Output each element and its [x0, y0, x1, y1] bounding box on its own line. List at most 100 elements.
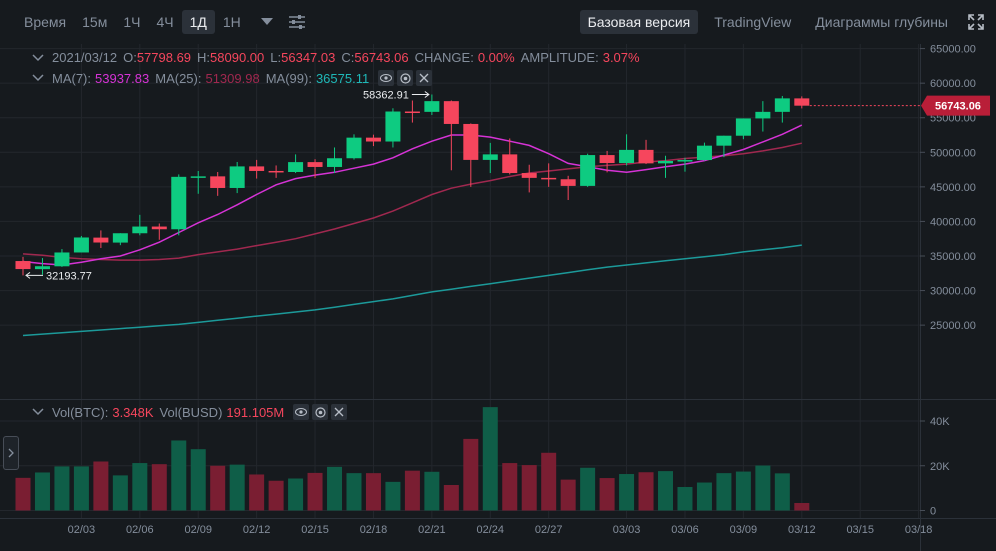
volume-bar: [463, 438, 479, 511]
volume-bar: [327, 466, 343, 511]
time-axis-label: 03/03: [613, 524, 641, 536]
collapse-chevron-icon[interactable]: [32, 74, 46, 82]
more-intervals-chevron-icon[interactable]: [255, 10, 279, 34]
fullscreen-icon[interactable]: [956, 0, 996, 44]
candle-body: [34, 266, 50, 270]
volume-bar: [190, 449, 206, 511]
volume-bar: [268, 480, 284, 511]
time-axis-label: 02/24: [477, 524, 505, 536]
high-marker-label: 58362.91: [363, 89, 409, 101]
volume-bar: [15, 477, 31, 511]
candle-body: [735, 118, 751, 136]
interval-5[interactable]: 1Н: [222, 14, 241, 30]
legend-low-label: L:: [270, 50, 282, 65]
toolbar: Время 15м 1Ч 4Ч 1Д 1Н Базовая версия TradingVi…: [0, 0, 996, 44]
volume-bar: [288, 478, 304, 511]
view-tab-2[interactable]: Диаграммы глубины: [815, 14, 948, 30]
volume-bar: [424, 471, 440, 511]
candle-body: [696, 145, 712, 161]
time-axis-label: 03/06: [671, 524, 699, 536]
candle-body: [112, 233, 128, 243]
legend-amplitude-value: 3.07%: [602, 50, 640, 65]
interval-3[interactable]: 4Ч: [156, 14, 174, 30]
price-axis-label: 65000.00: [930, 44, 976, 56]
volume-legend: Vol(BTC): 3.348K Vol(BUSD) 191.105M: [0, 404, 348, 420]
settings-gear-icon[interactable]: [397, 70, 414, 86]
candle-body: [755, 111, 771, 119]
view-tab-1[interactable]: TradingView: [714, 14, 792, 30]
volume-bar: [502, 463, 518, 511]
expand-panel-tab[interactable]: [3, 436, 19, 470]
volume-bar: [638, 472, 654, 511]
volume-bar: [580, 467, 596, 511]
ma99-label: MA(99):: [265, 70, 312, 86]
low-marker-arrow-icon: [25, 271, 31, 279]
ma-legend: MA(7): 53937.83 MA(25): 51309.98 MA(99): 36…: [0, 70, 433, 86]
volume-bar: [307, 472, 323, 511]
legend-low-value: 56347.03: [281, 50, 336, 65]
price-axis-label: 30000.00: [930, 286, 976, 298]
time-axis-label: 02/06: [126, 524, 154, 536]
candle-body: [404, 111, 420, 114]
interval-0[interactable]: Время: [24, 14, 67, 30]
collapse-chevron-icon[interactable]: [32, 53, 46, 62]
interval-4[interactable]: 1Д: [181, 10, 215, 34]
candle-body: [541, 177, 557, 180]
vol-btc-value: 3.348K: [112, 404, 154, 420]
candle-body: [502, 154, 518, 174]
vol-busd-value: 191.105M: [226, 404, 285, 420]
volume-bar: [696, 482, 712, 511]
interval-group: Время 15м 1Ч 4Ч 1Д 1Н: [16, 10, 249, 34]
close-icon[interactable]: [416, 70, 433, 86]
close-icon[interactable]: [331, 404, 348, 420]
candle-body: [15, 261, 31, 270]
volume-bar: [404, 470, 420, 511]
view-tab-0[interactable]: Базовая версия: [579, 10, 699, 34]
interval-1[interactable]: 15м: [82, 14, 108, 30]
candle-body: [677, 160, 693, 162]
eye-icon[interactable]: [293, 404, 310, 420]
volume-axis-label: 40K: [930, 416, 950, 428]
candle-body: [268, 170, 284, 173]
candle-body: [54, 252, 70, 267]
legend-high-value: 58090.00: [210, 50, 265, 65]
volume-bar: [171, 440, 187, 511]
volume-axis-label: 0: [930, 506, 936, 518]
volume-bar: [560, 479, 576, 511]
ma25-label: MA(25):: [155, 70, 202, 86]
current-price-label: 56743.06: [935, 101, 981, 113]
volume-bar: [73, 466, 89, 511]
volume-bar: [385, 481, 401, 511]
collapse-chevron-icon[interactable]: [32, 408, 46, 416]
candle-body: [482, 154, 498, 160]
candle-body: [346, 137, 362, 159]
volume-bar: [482, 407, 498, 511]
volume-axis-label: 20K: [930, 461, 950, 473]
eye-icon[interactable]: [378, 70, 395, 86]
legend-close-label: C:: [341, 50, 355, 65]
time-axis-label: 03/09: [730, 524, 758, 536]
legend-change-label: CHANGE:: [414, 50, 474, 65]
ma7-label: MA(7):: [52, 70, 91, 86]
interval-2[interactable]: 1Ч: [123, 14, 141, 30]
current-price-tag: [921, 95, 990, 116]
time-axis-label: 02/03: [68, 524, 96, 536]
price-axis-label: 45000.00: [930, 182, 976, 194]
candle-body: [774, 98, 790, 112]
candle-body: [424, 101, 440, 112]
volume-bar: [346, 473, 362, 511]
high-marker-arrow-icon: [424, 91, 430, 98]
candle-body: [599, 155, 615, 164]
chevron-right-icon: [8, 448, 14, 458]
price-axis-label: 50000.00: [930, 147, 976, 159]
settings-sliders-icon[interactable]: [285, 10, 309, 34]
volume-bar: [112, 475, 128, 511]
volume-bar: [774, 473, 790, 511]
volume-bar: [716, 473, 732, 511]
volume-bar: [229, 464, 245, 511]
settings-gear-icon[interactable]: [312, 404, 329, 420]
candle-body: [307, 162, 323, 167]
candle-body: [385, 111, 401, 142]
legend-open-value: 57798.69: [136, 50, 192, 65]
